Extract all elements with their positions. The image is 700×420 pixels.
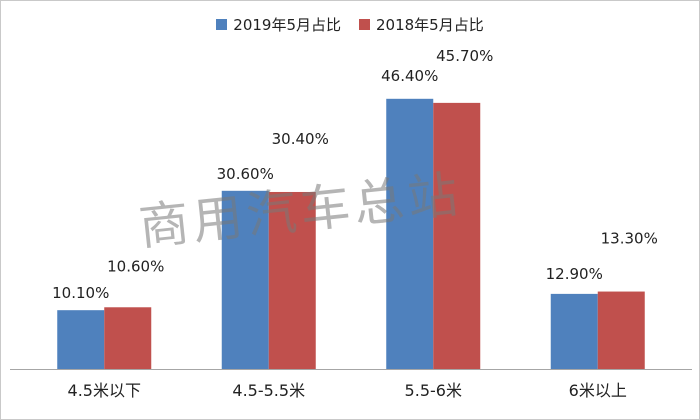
legend-label-2018: 2018年5月占比 [376,16,484,34]
legend-swatch-2018 [359,19,370,30]
bar-0-3 [550,293,598,369]
x-tick-label-3: 6米以上 [569,381,627,400]
bar-1-3 [597,291,645,369]
bar-0-2 [386,98,434,369]
data-label-1-2: 45.70% [436,47,493,65]
legend: 2019年5月占比 2018年5月占比 [0,14,700,35]
data-label-0-0: 10.10% [52,284,109,302]
data-label-0-2: 46.40% [381,67,438,85]
bar-1-2 [433,102,481,370]
legend-item-2018: 2018年5月占比 [359,14,484,35]
data-label-1-0: 10.60% [107,257,164,275]
bar-0-0 [57,310,105,369]
legend-label-2019: 2019年5月占比 [233,16,341,34]
bar-1-1 [268,191,316,369]
x-tick-label-1: 4.5-5.5米 [232,381,305,400]
legend-swatch-2019 [216,19,228,30]
data-label-1-3: 13.30% [601,230,658,248]
data-label-0-1: 30.60% [217,165,274,183]
bar-1-0 [104,307,152,369]
data-label-0-3: 12.90% [546,265,603,283]
x-tick-label-2: 5.5-6米 [405,381,462,400]
data-label-1-1: 30.40% [272,130,329,148]
bar-0-1 [221,190,269,369]
legend-item-2019: 2019年5月占比 [216,14,341,35]
x-tick-label-0: 4.5米以下 [68,381,141,400]
